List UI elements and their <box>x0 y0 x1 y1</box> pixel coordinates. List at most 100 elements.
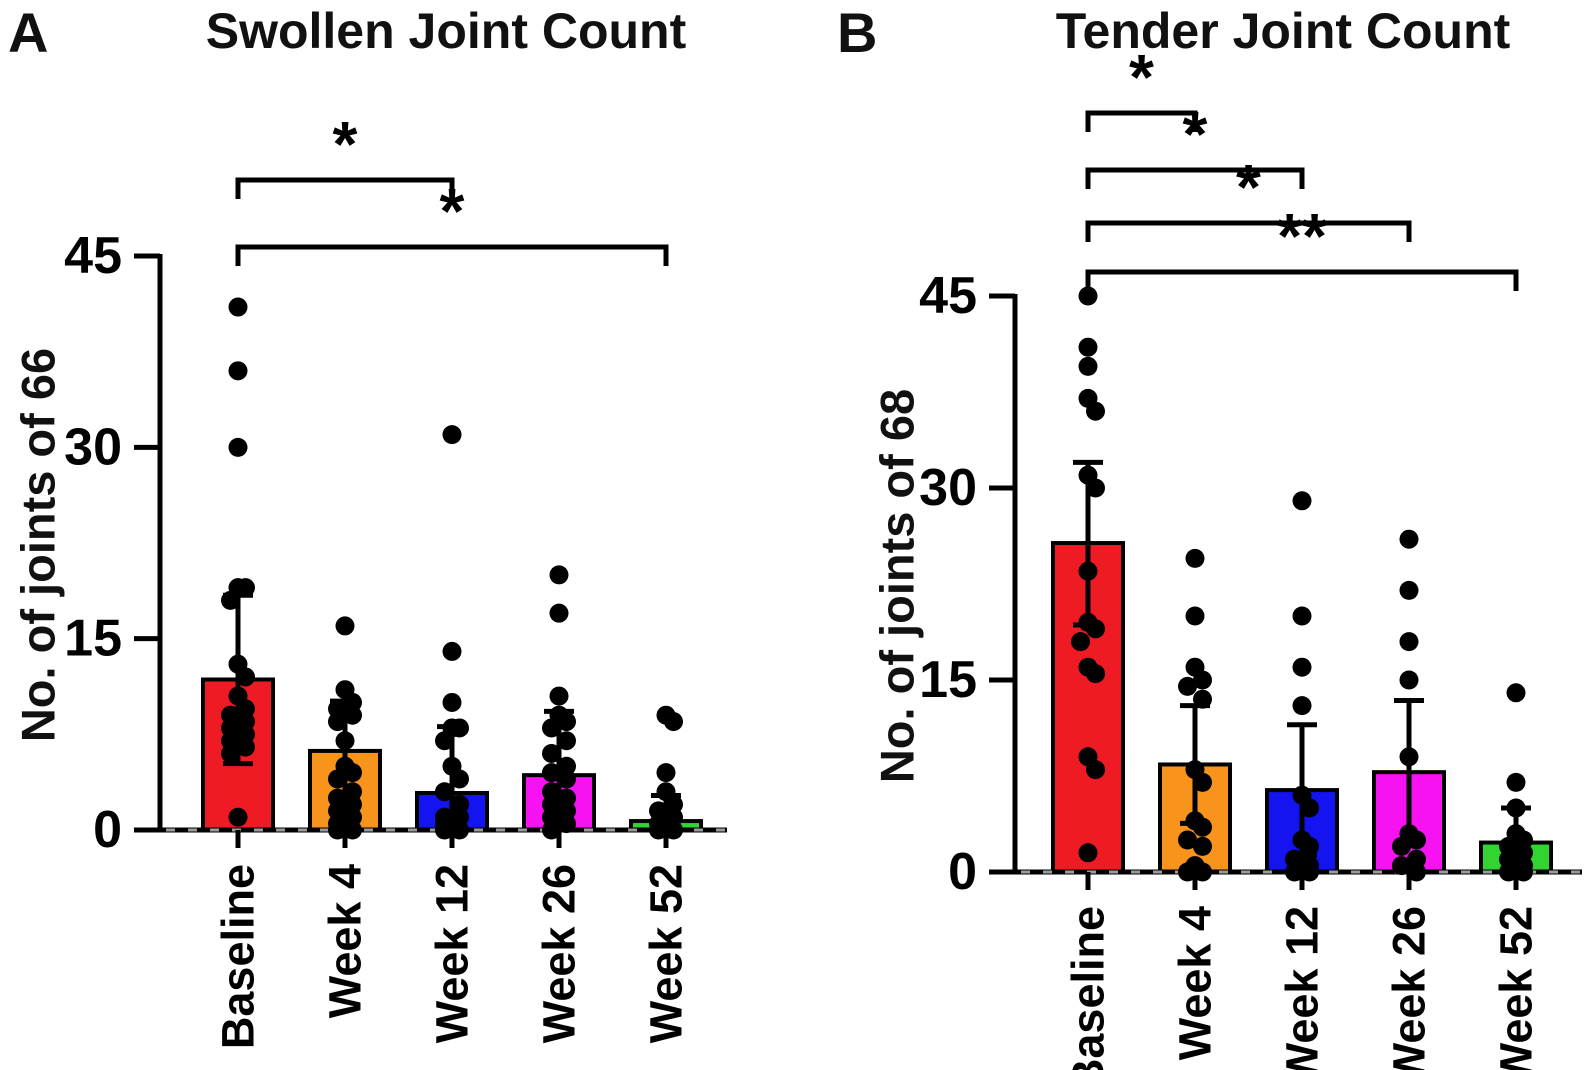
data-point <box>1086 760 1105 780</box>
data-point <box>1185 606 1205 626</box>
x-category-label: Baseline <box>213 864 264 1049</box>
data-point <box>1399 580 1419 600</box>
data-point <box>450 769 469 789</box>
data-point <box>343 763 362 783</box>
significance-asterisk: * <box>440 175 465 247</box>
data-point <box>442 641 462 661</box>
x-category-label: Week 52 <box>1491 906 1542 1070</box>
data-point <box>435 782 454 802</box>
x-category-label: Week 12 <box>1277 906 1328 1070</box>
data-point <box>649 820 668 840</box>
data-point <box>1499 862 1518 882</box>
data-point <box>221 590 240 610</box>
data-point <box>557 769 576 789</box>
data-point <box>1178 676 1197 696</box>
data-point <box>542 763 561 783</box>
data-point <box>1078 356 1098 376</box>
data-point <box>542 820 561 840</box>
data-point <box>1086 401 1105 421</box>
data-point <box>1086 478 1105 498</box>
data-point <box>228 437 248 457</box>
data-point <box>1399 670 1419 690</box>
data-point <box>1292 696 1312 716</box>
significance-asterisk: * <box>1236 151 1261 223</box>
data-point <box>1506 683 1526 703</box>
data-point <box>549 603 569 623</box>
data-point <box>328 712 347 732</box>
data-point <box>1086 664 1105 684</box>
data-point <box>343 820 362 840</box>
data-point <box>1285 862 1304 882</box>
data-point <box>557 814 576 834</box>
data-point <box>1071 632 1090 652</box>
data-point <box>221 743 240 763</box>
data-point <box>335 616 355 636</box>
data-point <box>236 578 255 598</box>
data-point <box>343 705 362 725</box>
panel-b-y-axis-label: No. of joints of 68 <box>870 388 924 784</box>
x-category-label: Week 52 <box>641 864 692 1043</box>
data-point <box>1399 632 1419 652</box>
data-point <box>1292 491 1312 511</box>
data-point <box>236 667 255 687</box>
data-point <box>1193 772 1212 792</box>
panel-b: 0 15 30 45 Baseline Week 4 Week 12 Week 26 Week … <box>919 41 1582 1070</box>
significance-asterisk: * <box>1183 98 1208 170</box>
data-point <box>450 718 469 738</box>
x-category-label: Baseline <box>1063 906 1114 1070</box>
data-point <box>664 712 683 732</box>
y-tick-label: 0 <box>948 843 977 901</box>
significance-bracket: * <box>235 108 455 199</box>
data-point <box>542 718 561 738</box>
data-point <box>1178 862 1197 882</box>
significance-bracket: * <box>1085 41 1198 132</box>
data-point <box>1193 689 1212 709</box>
y-tick-label: 0 <box>93 801 122 859</box>
data-point <box>549 686 569 706</box>
significance-bracket: * <box>1085 151 1412 242</box>
data-point <box>435 820 454 840</box>
data-point <box>664 820 683 840</box>
x-category-label: Week 4 <box>1170 906 1221 1060</box>
data-point <box>1292 606 1312 626</box>
x-category-label: Week 26 <box>534 864 585 1043</box>
data-point <box>1407 830 1426 850</box>
panel-a-title: Swollen Joint Count <box>205 3 687 59</box>
data-point <box>1399 529 1419 549</box>
panel-b-letter: B <box>837 1 878 64</box>
data-point <box>1399 747 1419 767</box>
significance-bracket: ** <box>1085 200 1519 291</box>
data-point <box>236 737 255 757</box>
data-point <box>1506 798 1526 818</box>
data-point <box>1193 817 1212 837</box>
data-point <box>335 731 355 751</box>
data-point <box>442 692 462 712</box>
y-tick-label: 15 <box>64 610 122 668</box>
data-point <box>542 743 561 763</box>
data-point <box>1300 836 1319 856</box>
data-point <box>328 820 347 840</box>
data-point <box>656 763 676 783</box>
y-tick-label: 15 <box>919 651 977 709</box>
data-point <box>1193 836 1212 856</box>
data-point <box>1086 619 1105 639</box>
data-point <box>1300 862 1319 882</box>
data-point <box>557 731 576 751</box>
significance-asterisk: * <box>333 108 358 180</box>
data-point <box>1078 286 1098 306</box>
data-point <box>328 769 347 789</box>
data-point <box>1078 337 1098 357</box>
x-category-label: Week 12 <box>427 864 478 1043</box>
panel-a: 0 15 30 45 Baseline Week 4 Week 12 Week 26 Week … <box>64 108 727 1049</box>
data-point <box>1300 798 1319 818</box>
data-point <box>1392 836 1411 856</box>
panel-b-title: Tender Joint Count <box>1055 3 1511 59</box>
data-point <box>450 820 469 840</box>
significance-asterisk: * <box>1129 41 1154 113</box>
data-point <box>1193 862 1212 882</box>
x-category-label: Week 26 <box>1384 906 1435 1070</box>
data-point <box>1078 561 1098 581</box>
y-tick-label: 45 <box>919 267 977 325</box>
